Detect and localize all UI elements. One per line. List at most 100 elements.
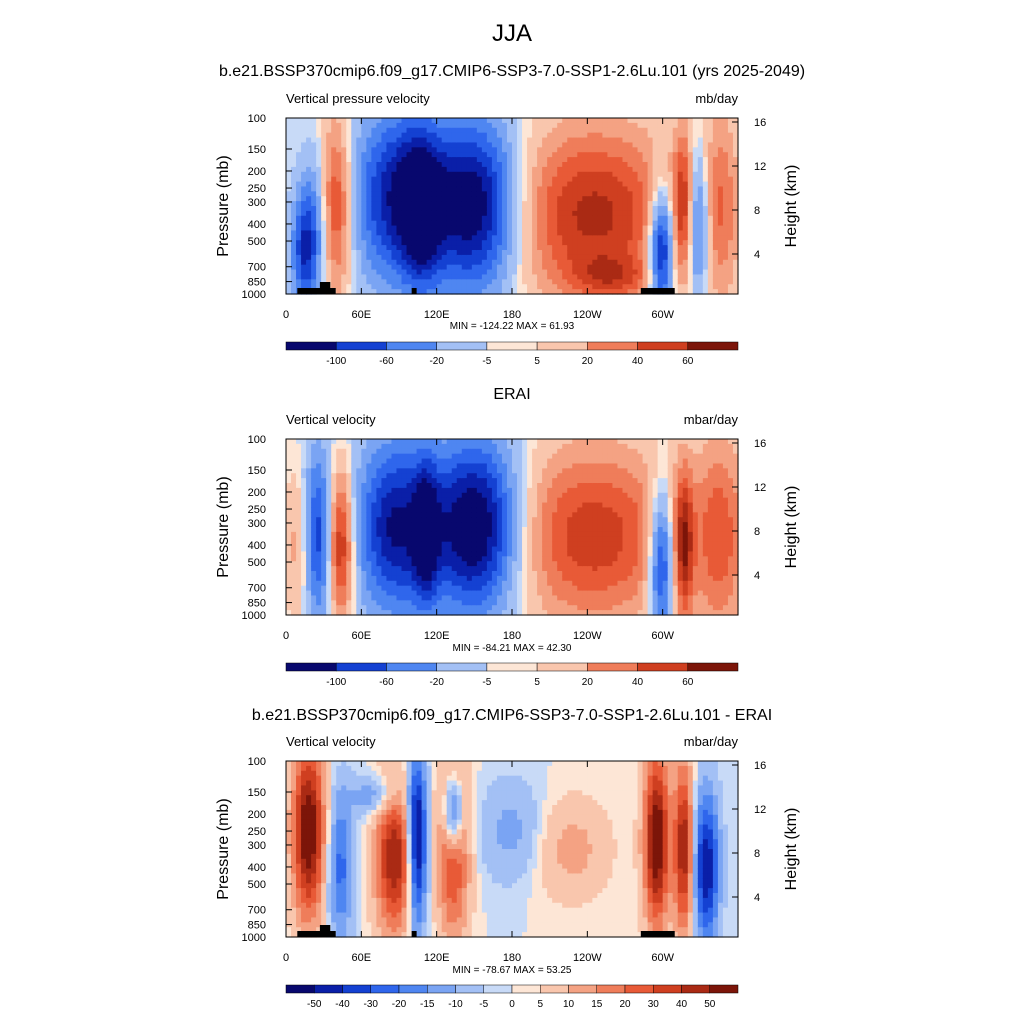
heatmap-cell: [602, 201, 609, 207]
heatmap-cell: [657, 240, 664, 246]
heatmap-cell: [692, 171, 699, 178]
heatmap-cell: [496, 595, 503, 601]
heatmap-cell: [717, 206, 724, 212]
heatmap-cell: [396, 556, 403, 562]
heatmap-cell: [341, 240, 347, 246]
heatmap-cell: [587, 206, 593, 212]
heatmap-cell: [346, 245, 352, 251]
heatmap-cell: [471, 595, 478, 601]
heatmap-cell: [466, 118, 473, 124]
heatmap-cell: [401, 181, 408, 188]
heatmap-cell: [491, 215, 498, 222]
heatmap-cell: [321, 166, 327, 173]
heatmap-cell: [311, 439, 317, 445]
heatmap-cell: [486, 443, 493, 450]
heatmap-cell: [441, 458, 448, 465]
heatmap-cell: [341, 561, 347, 567]
heatmap-cell: [622, 152, 629, 158]
heatmap-cell: [506, 443, 513, 450]
heatmap-cell: [316, 585, 322, 592]
heatmap-cell: [326, 556, 332, 562]
heatmap-cell: [431, 561, 438, 567]
heatmap-cell: [501, 142, 508, 148]
heatmap-cell: [687, 215, 694, 222]
heatmap-cell: [657, 196, 664, 202]
heatmap-cell: [572, 240, 578, 246]
heatmap-cell: [727, 235, 734, 241]
heatmap-cell: [291, 468, 297, 474]
heatmap-cell: [306, 522, 312, 528]
heatmap-cell: [637, 166, 644, 173]
heatmap-cell: [436, 152, 443, 158]
heatmap-cell: [441, 566, 448, 572]
heatmap-cell: [286, 536, 292, 543]
heatmap-cell: [371, 269, 377, 276]
heatmap-cell: [547, 166, 553, 173]
heatmap-cell: [321, 463, 327, 469]
heatmap-cell: [527, 225, 533, 232]
heatmap-cell: [381, 556, 388, 562]
heatmap-cell: [306, 580, 312, 587]
heatmap-cell: [637, 284, 644, 290]
heatmap-cell: [577, 250, 583, 256]
heatmap-cell: [652, 201, 659, 207]
heatmap-cell: [612, 152, 619, 158]
heatmap-cell: [456, 171, 463, 178]
heatmap-cell: [341, 580, 347, 587]
heatmap-cell: [446, 147, 453, 153]
heatmap-cell: [597, 240, 603, 246]
heatmap-cell: [466, 571, 473, 577]
heatmap-cell: [652, 127, 659, 134]
heatmap-cell: [572, 230, 578, 236]
heatmap-cell: [386, 443, 393, 450]
heatmap-cell: [456, 556, 463, 562]
heatmap-cell: [351, 166, 357, 173]
heatmap-cell: [466, 605, 473, 611]
heatmap-cell: [517, 118, 523, 124]
heatmap-cell: [431, 487, 438, 494]
heatmap-cell: [316, 458, 322, 465]
heatmap-cell: [677, 235, 684, 241]
heatmap-cell: [376, 254, 383, 261]
heatmap-cell: [712, 118, 719, 124]
heatmap-cell: [567, 142, 573, 148]
heatmap-cell: [316, 201, 322, 207]
heatmap-cell: [607, 235, 614, 241]
heatmap-cell: [607, 284, 614, 290]
heatmap-cell: [331, 235, 337, 241]
heatmap-cell: [441, 220, 448, 227]
heatmap-cell: [326, 186, 332, 192]
heatmap-cell: [542, 230, 548, 236]
heatmap-cell: [702, 279, 709, 285]
heatmap-cell: [471, 487, 478, 494]
heatmap-cell: [316, 274, 322, 280]
heatmap-cell: [406, 274, 413, 280]
heatmap-cell: [331, 468, 337, 474]
heatmap-cell: [582, 186, 588, 192]
heatmap-cell: [501, 274, 508, 280]
heatmap-cell: [577, 176, 583, 183]
heatmap-cell: [537, 171, 543, 178]
heatmap-cell: [547, 284, 553, 290]
heatmap-cell: [326, 600, 332, 606]
heatmap-cell: [722, 289, 729, 295]
heatmap-cell: [491, 580, 498, 587]
heatmap-cell: [446, 279, 453, 285]
heatmap-cell: [642, 147, 649, 153]
heatmap-cell: [491, 473, 498, 479]
heatmap-cell: [356, 206, 362, 212]
heatmap-cell: [547, 225, 553, 232]
heatmap-cell: [341, 279, 347, 285]
heatmap-cell: [451, 196, 458, 202]
heatmap-cell: [296, 269, 302, 276]
heatmap-cell: [316, 468, 322, 474]
heatmap-cell: [637, 220, 644, 227]
heatmap-cell: [411, 556, 418, 562]
heatmap-cell: [667, 181, 674, 188]
heatmap-cell: [582, 166, 588, 173]
heatmap-cell: [351, 142, 357, 148]
heatmap-cell: [466, 230, 473, 236]
heatmap-cell: [461, 502, 468, 509]
heatmap-cell: [301, 478, 307, 484]
heatmap-cell: [456, 531, 463, 538]
